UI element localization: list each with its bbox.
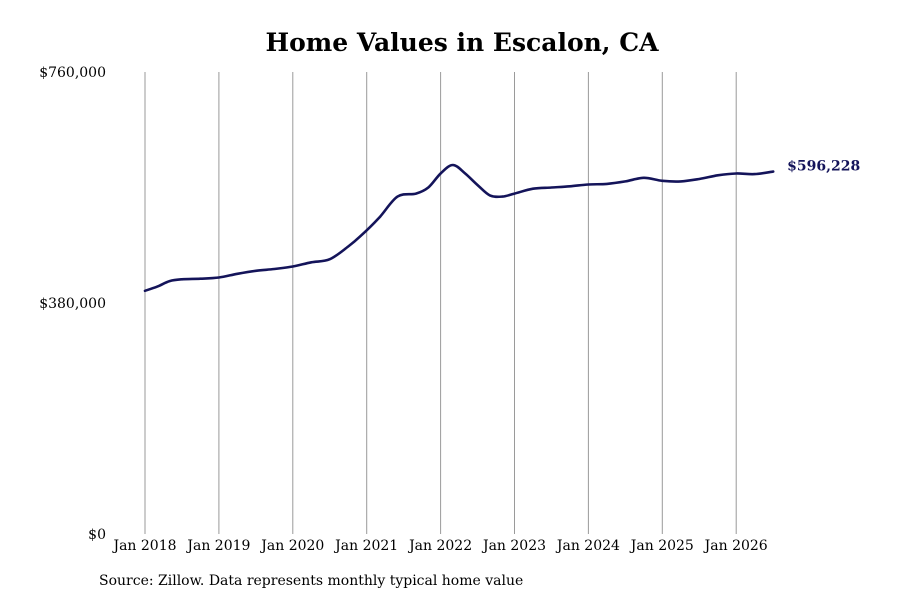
gridlines	[144, 72, 737, 534]
x-tick-label: Jan 2026	[703, 538, 768, 554]
series-layer	[143, 163, 775, 293]
x-tick-label: Jan 2019	[185, 538, 250, 554]
y-tick-label: $760,000	[39, 65, 106, 81]
x-tick-label: Jan 2018	[111, 538, 176, 554]
x-tick-label: Jan 2024	[555, 538, 620, 554]
y-tick-label: $0	[88, 527, 106, 543]
source-note: Source: Zillow. Data represents monthly …	[99, 573, 524, 589]
y-tick-label: $380,000	[39, 296, 106, 312]
end-value-layer: $596,228	[787, 159, 860, 175]
x-tick-label: Jan 2020	[259, 538, 324, 554]
x-tick-label: Jan 2025	[629, 538, 694, 554]
x-tick-label: Jan 2021	[333, 538, 398, 554]
series-line	[143, 163, 775, 293]
x-tick-label: Jan 2022	[407, 538, 472, 554]
x-axis-ticks: Jan 2018 Jan 2019 Jan 2020 Jan 2021 Jan 2022…	[111, 538, 767, 554]
x-tick-label: Jan 2023	[481, 538, 546, 554]
chart-title: Home Values in Escalon, CA	[265, 28, 659, 57]
y-axis-ticks: $0 $380,000 $760,000	[39, 65, 106, 543]
end-value-label: $596,228	[787, 159, 860, 175]
